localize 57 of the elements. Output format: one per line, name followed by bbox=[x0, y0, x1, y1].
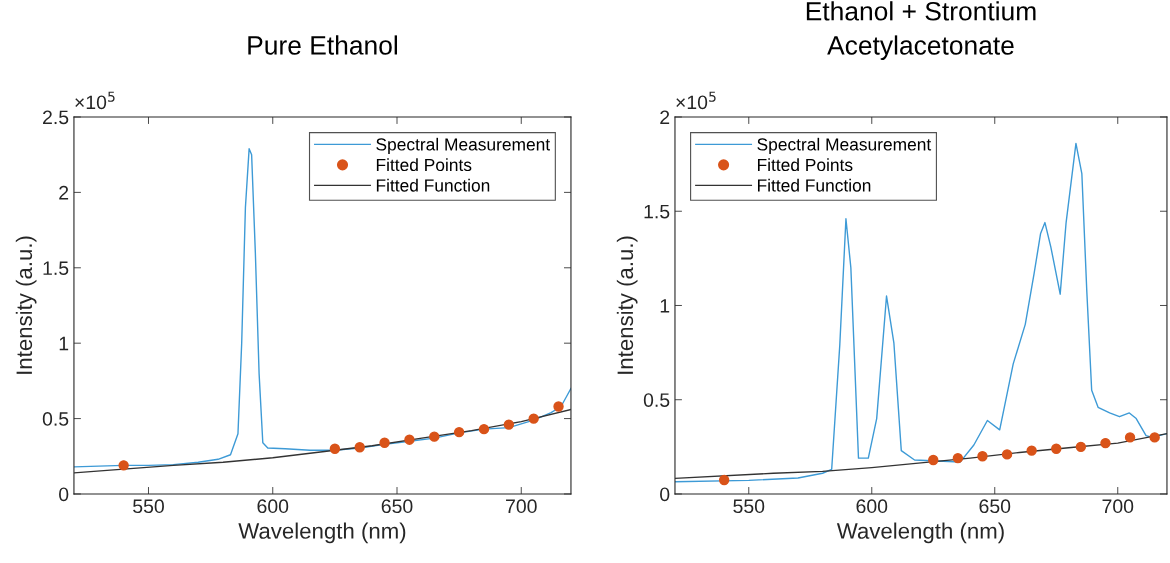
line-series bbox=[73, 408, 571, 474]
x-axis-title: Wavelength (nm) bbox=[238, 522, 406, 544]
x-tick-label: 700 bbox=[1102, 499, 1134, 514]
point bbox=[429, 431, 440, 442]
x-tick-label: 650 bbox=[381, 499, 413, 514]
point bbox=[528, 413, 539, 424]
point bbox=[1051, 443, 1062, 454]
point bbox=[1124, 432, 1136, 443]
legend-label: Fitted Points bbox=[376, 158, 472, 172]
y-tick-label: 1 bbox=[59, 336, 69, 351]
y-tick-label: 1.5 bbox=[43, 261, 69, 276]
y-axis-title: Intensity (a.u.) bbox=[15, 236, 37, 374]
y-tick-label: 2 bbox=[59, 185, 69, 200]
legend-label: Fitted Function bbox=[757, 178, 871, 192]
line-series bbox=[674, 432, 1167, 480]
text: ×10$^{5}$ bbox=[676, 91, 716, 110]
point bbox=[1149, 432, 1160, 443]
y-axis-title: Intensity (a.u.) bbox=[616, 236, 638, 374]
y-tick-label: 0 bbox=[59, 487, 69, 502]
y-tick-label: 1.5 bbox=[644, 204, 670, 219]
point bbox=[928, 454, 939, 466]
point bbox=[1026, 445, 1037, 456]
x-tick-label: 600 bbox=[856, 499, 888, 514]
point bbox=[453, 426, 465, 438]
point bbox=[329, 443, 341, 454]
point bbox=[718, 474, 730, 486]
point bbox=[553, 401, 564, 412]
text: ×10$^{5}$ bbox=[75, 91, 115, 110]
point bbox=[354, 442, 365, 453]
x-tick-label: 600 bbox=[257, 499, 289, 514]
x-tick-label: 550 bbox=[133, 499, 164, 514]
y-tick-label: 0 bbox=[660, 487, 670, 502]
point bbox=[1075, 441, 1087, 453]
y-tick-label: 2 bbox=[660, 110, 670, 125]
chart-title: Pure Ethanol bbox=[248, 35, 397, 55]
x-tick-label: 650 bbox=[979, 499, 1011, 514]
legend-label: Spectral Measurement bbox=[376, 137, 551, 155]
point bbox=[118, 460, 129, 471]
x-axis-title: Wavelength (nm) bbox=[836, 522, 1004, 544]
x-tick-label: 700 bbox=[506, 499, 537, 514]
y-tick-label: 0.5 bbox=[643, 393, 670, 407]
legend-label: Fitted Points bbox=[757, 158, 853, 172]
point bbox=[478, 423, 490, 435]
legend-label: Fitted Function bbox=[376, 178, 490, 192]
legend-label: Spectral Measurement bbox=[757, 137, 932, 155]
point bbox=[952, 452, 964, 464]
point bbox=[1100, 437, 1111, 449]
point bbox=[1001, 449, 1013, 460]
point bbox=[503, 419, 515, 430]
y-tick-label: 2.5 bbox=[43, 110, 69, 125]
y-tick-label: 0.5 bbox=[42, 412, 69, 426]
x-tick-label: 550 bbox=[733, 499, 765, 514]
point bbox=[379, 437, 390, 448]
point bbox=[977, 451, 988, 462]
y-tick-label: 1 bbox=[660, 299, 670, 313]
point bbox=[404, 434, 415, 445]
chart-title: Ethanol + Strontium Acetylacetonate bbox=[806, 1, 1036, 60]
